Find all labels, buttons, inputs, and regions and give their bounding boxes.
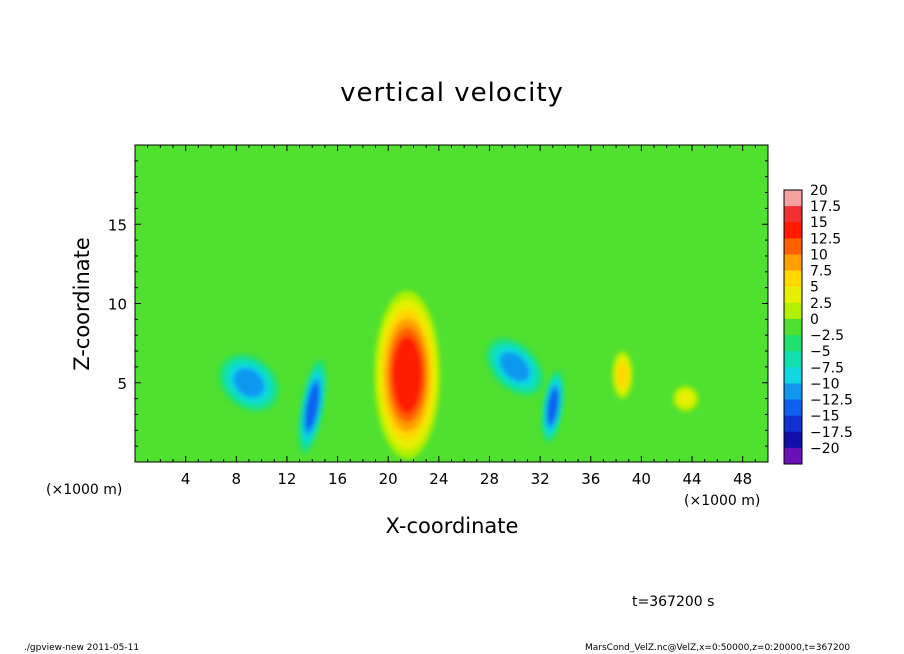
colorbar-label: 0 <box>810 312 819 328</box>
x-axis: 4 8 12 16 20 24 28 32 36 40 44 48 <box>147 145 756 488</box>
x-tick-label: 12 <box>277 470 296 488</box>
colorbar-swatch <box>784 206 802 223</box>
colorbar-label: −7.5 <box>810 360 844 376</box>
colorbar-label: 12.5 <box>810 231 841 247</box>
colorbar-label: 2.5 <box>810 296 832 312</box>
colorbar-label: −20 <box>810 441 840 457</box>
colorbar-swatch <box>784 335 802 352</box>
colorbar-label: 20 <box>810 183 828 199</box>
field-contour <box>233 368 265 398</box>
x-tick-label: 20 <box>379 470 398 488</box>
y-tick-label: 10 <box>108 296 127 314</box>
colorbar-swatch <box>784 351 802 368</box>
colorbar-swatch <box>784 383 802 401</box>
colorbar-swatch <box>784 367 802 384</box>
plot-area <box>135 145 768 462</box>
colorbar-label: −5 <box>810 344 831 360</box>
field-contour <box>677 390 695 408</box>
x-tick-label: 40 <box>632 470 651 488</box>
x-tick-label: 24 <box>429 470 448 488</box>
colorbar-label: 10 <box>810 247 828 263</box>
x-unit-label-right: (×1000 m) <box>684 493 761 509</box>
colorbar-label: −15 <box>810 409 840 425</box>
colorbar-label: −10 <box>810 376 840 392</box>
x-axis-label: X-coordinate <box>385 514 519 538</box>
y-tick-label: 5 <box>117 375 127 393</box>
field-background <box>135 145 768 462</box>
x-tick-label: 48 <box>733 470 752 488</box>
colorbar-swatch <box>784 399 802 417</box>
x-tick-label: 4 <box>181 470 191 488</box>
field-contour <box>305 384 319 430</box>
x-tick-label: 36 <box>581 470 600 488</box>
colorbar-label: −17.5 <box>810 425 853 441</box>
y-axis: 5 10 15 <box>108 160 768 447</box>
field-contour <box>392 336 423 414</box>
field-features <box>218 290 699 459</box>
x-tick-label: 44 <box>682 470 701 488</box>
colorbar-swatch <box>784 415 802 433</box>
colorbar-label: 7.5 <box>810 264 832 280</box>
colorbar-label: 5 <box>810 280 819 296</box>
chart-title: vertical velocity <box>340 78 564 108</box>
colorbar-swatch <box>784 270 802 288</box>
colorbar-label: −2.5 <box>810 328 844 344</box>
x-tick-label: 8 <box>232 470 242 488</box>
x-unit-label-left: (×1000 m) <box>46 482 123 498</box>
colorbar-label: 15 <box>810 215 828 231</box>
time-label: t=367200 s <box>632 594 715 610</box>
x-tick-label: 32 <box>531 470 550 488</box>
field-contour <box>616 361 629 389</box>
y-tick-label: 15 <box>108 216 127 234</box>
footer-right: MarsCond_VelZ.nc@VelZ,x=0:50000,z=0:2000… <box>585 643 851 653</box>
field-contour <box>500 352 530 382</box>
colorbar-swatch <box>784 254 802 272</box>
colorbar-swatch <box>784 238 802 255</box>
footer-left: ./gpview-new 2011-05-11 <box>24 643 140 653</box>
colorbar: 2017.51512.5107.552.50−2.5−5−7.5−10−12.5… <box>783 183 853 465</box>
colorbar-frame <box>783 189 803 465</box>
colorbar-label: 17.5 <box>810 199 841 215</box>
colorbar-swatch <box>784 302 802 320</box>
colorbar-swatch <box>784 318 802 336</box>
x-tick-label: 28 <box>480 470 499 488</box>
colorbar-swatch <box>784 222 802 239</box>
field-contour <box>547 389 559 424</box>
colorbar-swatch <box>784 190 802 207</box>
x-tick-label: 16 <box>328 470 347 488</box>
colorbar-swatch <box>784 286 802 304</box>
colorbar-swatch <box>784 431 802 449</box>
colorbar-label: −12.5 <box>810 393 853 409</box>
colorbar-swatch <box>784 447 802 465</box>
y-axis-label: Z-coordinate <box>70 237 94 371</box>
